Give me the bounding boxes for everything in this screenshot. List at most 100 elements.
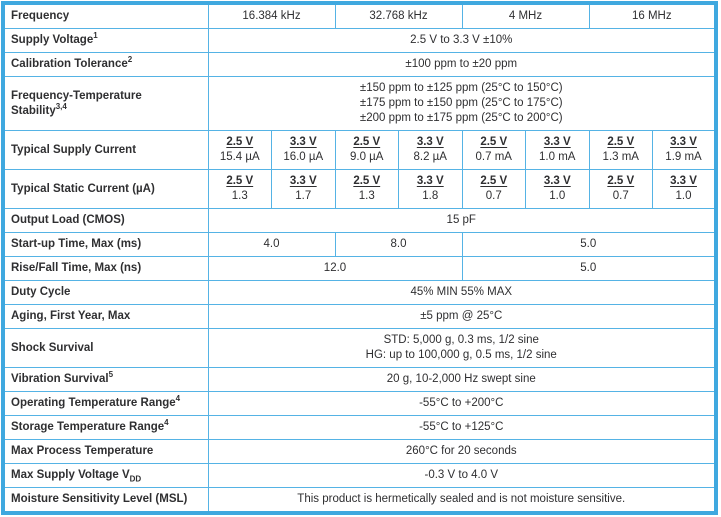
value-cell: 2.5 V 1.3 [207,169,272,209]
spec-row-storage-temp-range: Storage Temperature Range4 -55°C to +125… [2,415,717,440]
value-cell: 4.0 [207,232,336,257]
stability-line: ±200 ppm to ±175 ppm (25°C to 200°C) [359,111,563,124]
voltage-header: 2.5 V [226,136,254,149]
value-cell: 5.0 [461,232,717,257]
value-cell: 2.5 V 0.7 [461,169,526,209]
value-cell: 16.384 kHz [207,2,336,29]
value-cell: 8.0 [334,232,463,257]
footnote-marker: 1 [93,31,98,41]
row-label: Supply Voltage1 [2,28,209,53]
voltage-header: 2.5 V [480,175,508,188]
voltage-header: 2.5 V [607,136,635,149]
footnote-marker: 4 [164,418,169,428]
value-cell: 4 MHz [461,2,590,29]
voltage-header: 3.3 V [289,175,317,188]
row-label: Moisture Sensitivity Level (MSL) [2,487,209,514]
shock-line: HG: up to 100,000 g, 0.5 ms, 1/2 sine [365,349,557,361]
value-cell: 3.3 V 1.8 [398,169,463,209]
value-cell: 2.5 V 15.4 µA [207,130,272,170]
value-cell: 20 g, 10-2,000 Hz swept sine [207,367,717,392]
voltage-header: 3.3 V [289,136,317,149]
value-cell: 2.5 V 1.3 mA [588,130,654,170]
spec-row-supply-voltage: Supply Voltage1 2.5 V to 3.3 V ±10% [2,28,717,53]
spec-row-moisture-sensitivity: Moisture Sensitivity Level (MSL) This pr… [2,487,717,514]
stability-line: ±150 ppm to ±125 ppm (25°C to 150°C) [359,82,563,95]
value-cell: 15 pF [207,208,717,233]
row-label: Rise/Fall Time, Max (ns) [2,256,209,281]
row-label: Output Load (CMOS) [2,208,209,233]
voltage-header: 3.3 V [543,136,571,149]
spec-row-shock-survival: Shock Survival STD: 5,000 g, 0.3 ms, 1/2… [2,328,717,368]
footnote-marker: 4 [175,394,181,404]
current-value: 16.0 µA [283,151,324,163]
spec-row-duty-cycle: Duty Cycle 45% MIN 55% MAX [2,280,717,305]
spec-row-startup-time: Start-up Time, Max (ms) 4.0 8.0 5.0 [2,232,717,257]
voltage-header: 2.5 V [607,175,635,188]
voltage-header: 2.5 V [353,175,381,188]
current-value: 1.3 [231,190,248,202]
value-cell: 16 MHz [588,2,717,29]
row-label: Vibration Survival5 [2,367,209,392]
spec-row-max-supply-voltage: Max Supply Voltage VDD -0.3 V to 4.0 V [2,463,717,488]
current-value: 0.7 [485,190,502,202]
value-cell: 3.3 V 1.7 [271,169,336,209]
spec-row-operating-temp-range: Operating Temperature Range4 -55°C to +2… [2,391,717,416]
value-cell: 3.3 V 1.0 [652,169,717,209]
spec-row-rise-fall-time: Rise/Fall Time, Max (ns) 12.0 5.0 [2,256,717,281]
value-cell: 2.5 V to 3.3 V ±10% [207,28,717,53]
row-label: Typical Supply Current [2,130,209,170]
row-label: Operating Temperature Range4 [2,391,209,416]
voltage-header: 3.3 V [670,175,697,188]
row-label: Calibration Tolerance2 [2,52,209,77]
value-cell: 3.3 V 1.0 mA [525,130,590,170]
row-label: Start-up Time, Max (ms) [2,232,209,257]
value-cell: 3.3 V 16.0 µA [271,130,336,170]
value-cell: -0.3 V to 4.0 V [207,463,717,488]
footnote-marker: 2 [127,55,133,65]
current-value: 0.7 [612,190,629,202]
spec-row-freq-temp-stability: Frequency-Temperature Stability3,4 ±150 … [2,76,717,131]
voltage-header: 2.5 V [226,175,254,188]
value-cell: 2.5 V 1.3 [334,169,399,209]
voltage-header: 2.5 V [480,136,508,149]
current-value: 8.2 µA [413,151,447,163]
value-cell: STD: 5,000 g, 0.3 ms, 1/2 sine HG: up to… [207,328,717,368]
spec-row-typical-static-current: Typical Static Current (µA) 2.5 V 1.3 3.3… [2,169,717,209]
value-cell: -55°C to +200°C [207,391,717,416]
row-label: Duty Cycle [2,280,209,305]
spec-row-frequency: Frequency 16.384 kHz 32.768 kHz 4 MHz 16… [2,2,717,29]
footnote-marker: 5 [108,370,114,380]
spec-row-aging: Aging, First Year, Max ±5 ppm @ 25°C [2,304,717,329]
current-value: 0.7 mA [475,151,512,163]
value-cell: 2.5 V 0.7 mA [461,130,526,170]
value-cell: 3.3 V 1.0 [525,169,590,209]
value-cell: ±100 ppm to ±20 ppm [207,52,717,77]
value-cell: 45% MIN 55% MAX [207,280,717,305]
value-cell: 2.5 V 0.7 [588,169,654,209]
value-cell: 260°C for 20 seconds [207,439,717,464]
voltage-header: 3.3 V [416,175,444,188]
current-value: 9.0 µA [350,151,384,163]
footnote-marker: 3,4 [55,101,67,111]
row-label: Storage Temperature Range4 [2,415,209,440]
current-value: 15.4 µA [219,151,260,163]
spec-row-output-load: Output Load (CMOS) 15 pF [2,208,717,233]
value-cell: 3.3 V 1.9 mA [652,130,717,170]
current-value: 1.9 mA [665,151,702,163]
current-value: 1.3 [358,190,375,202]
row-label: Frequency [2,2,209,29]
value-cell: -55°C to +125°C [207,415,717,440]
row-label: Max Process Temperature [2,439,209,464]
current-value: 1.7 [295,190,312,202]
spec-row-calibration-tolerance: Calibration Tolerance2 ±100 ppm to ±20 p… [2,52,717,77]
vdd-subscript: DD [129,474,142,484]
spec-row-max-process-temp: Max Process Temperature 260°C for 20 sec… [2,439,717,464]
row-label: Typical Static Current (µA) [2,169,209,209]
spec-row-vibration-survival: Vibration Survival5 20 g, 10-2,000 Hz sw… [2,367,717,392]
stability-line: ±175 ppm to ±150 ppm (25°C to 175°C) [359,97,563,110]
current-value: 1.0 [549,190,566,202]
value-cell: ±150 ppm to ±125 ppm (25°C to 150°C) ±17… [207,76,717,131]
value-cell: 3.3 V 8.2 µA [398,130,463,170]
value-cell: ±5 ppm @ 25°C [207,304,717,329]
